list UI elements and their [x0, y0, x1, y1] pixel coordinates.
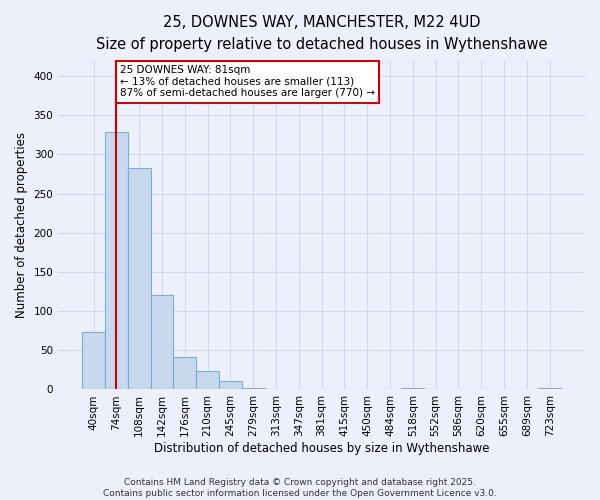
Bar — [265, 388, 287, 390]
Bar — [196, 372, 219, 390]
Bar — [128, 168, 151, 390]
Bar — [105, 132, 128, 390]
Bar — [538, 388, 561, 390]
Bar — [173, 356, 196, 390]
Y-axis label: Number of detached properties: Number of detached properties — [15, 132, 28, 318]
Bar — [310, 388, 333, 390]
Bar — [151, 296, 173, 390]
Text: 25 DOWNES WAY: 81sqm
← 13% of detached houses are smaller (113)
87% of semi-deta: 25 DOWNES WAY: 81sqm ← 13% of detached h… — [120, 65, 375, 98]
X-axis label: Distribution of detached houses by size in Wythenshawe: Distribution of detached houses by size … — [154, 442, 490, 455]
Bar — [219, 381, 242, 390]
Bar — [242, 388, 265, 390]
Title: 25, DOWNES WAY, MANCHESTER, M22 4UD
Size of property relative to detached houses: 25, DOWNES WAY, MANCHESTER, M22 4UD Size… — [96, 15, 547, 52]
Bar — [82, 332, 105, 390]
Text: Contains HM Land Registry data © Crown copyright and database right 2025.
Contai: Contains HM Land Registry data © Crown c… — [103, 478, 497, 498]
Bar — [401, 388, 424, 390]
